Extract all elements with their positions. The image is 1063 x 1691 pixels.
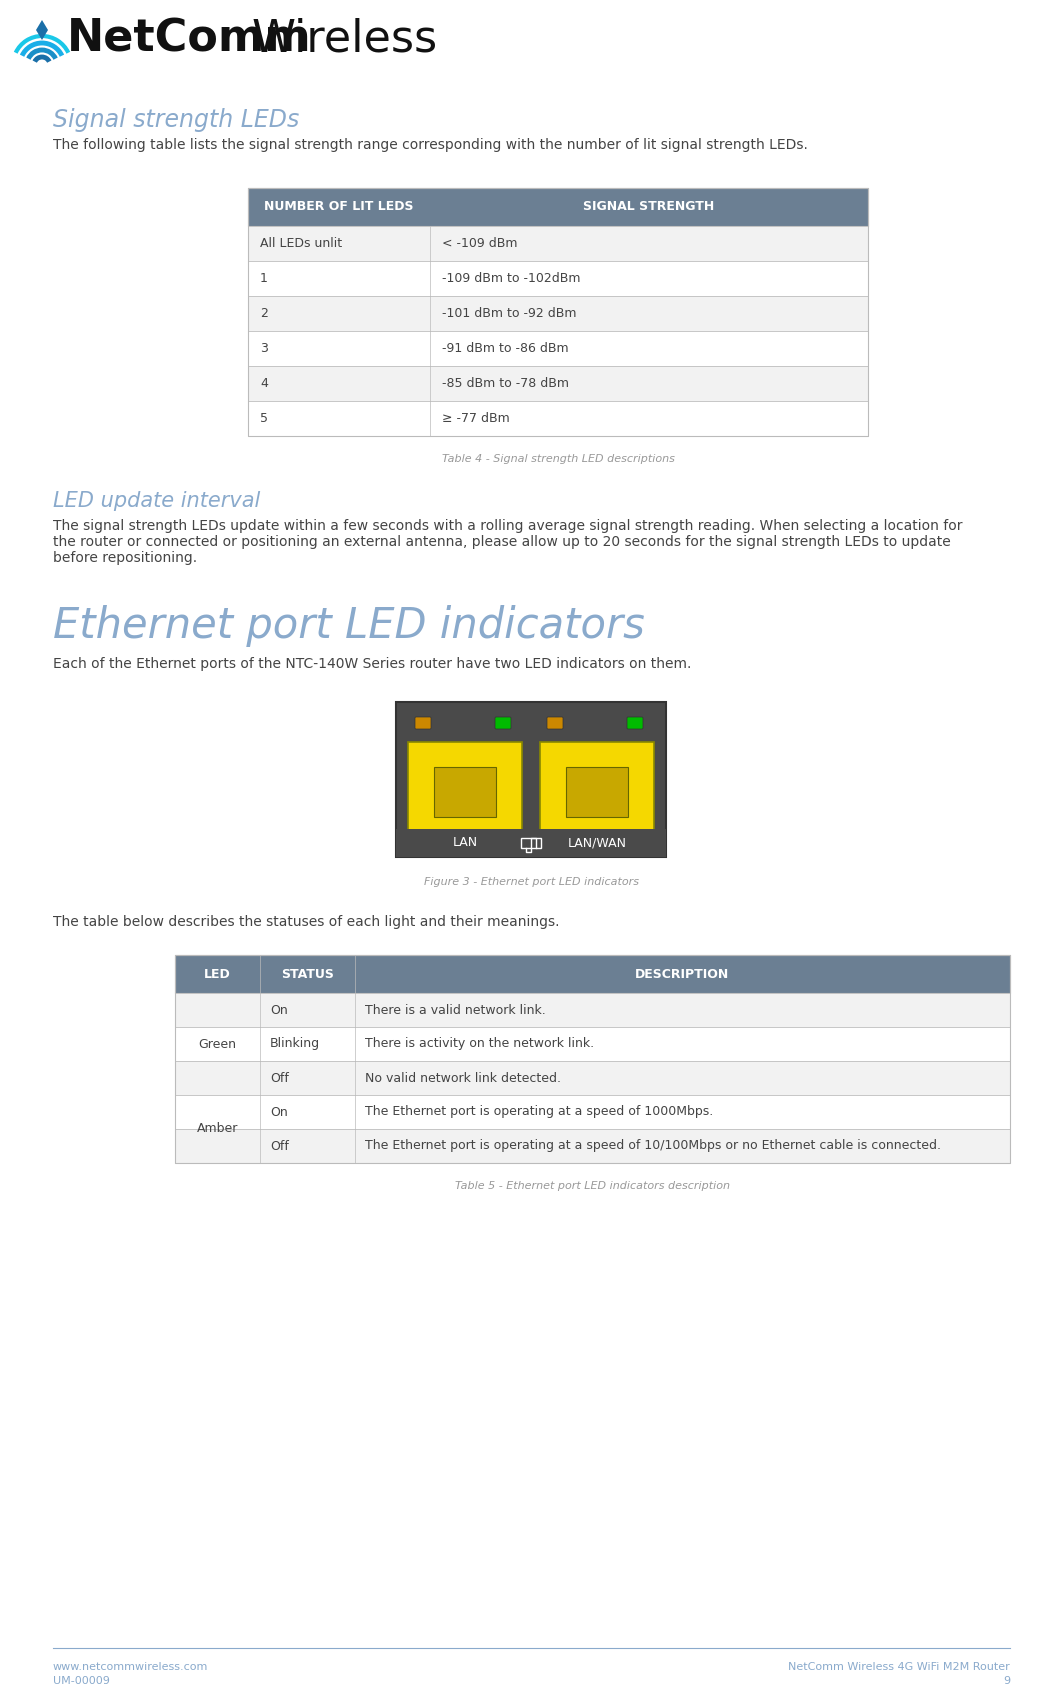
- Text: UM-00009: UM-00009: [53, 1676, 109, 1686]
- Text: SIGNAL STRENGTH: SIGNAL STRENGTH: [584, 201, 714, 213]
- Text: LED: LED: [204, 967, 231, 981]
- Polygon shape: [36, 20, 48, 41]
- Text: NUMBER OF LIT LEDS: NUMBER OF LIT LEDS: [265, 201, 414, 213]
- Text: There is a valid network link.: There is a valid network link.: [365, 1003, 545, 1016]
- Text: 2: 2: [260, 308, 268, 320]
- Text: 5: 5: [260, 413, 268, 424]
- FancyBboxPatch shape: [248, 365, 868, 401]
- Text: No valid network link detected.: No valid network link detected.: [365, 1072, 561, 1084]
- Text: Amber: Amber: [197, 1123, 238, 1135]
- Text: The signal strength LEDs update within a few seconds with a rolling average sign: The signal strength LEDs update within a…: [53, 519, 962, 533]
- FancyBboxPatch shape: [175, 993, 1010, 1026]
- FancyBboxPatch shape: [495, 717, 511, 729]
- Text: NetComm Wireless 4G WiFi M2M Router: NetComm Wireless 4G WiFi M2M Router: [789, 1662, 1010, 1672]
- Text: NetComm: NetComm: [67, 19, 311, 61]
- FancyBboxPatch shape: [248, 227, 868, 260]
- Text: -91 dBm to -86 dBm: -91 dBm to -86 dBm: [442, 342, 569, 355]
- Text: -101 dBm to -92 dBm: -101 dBm to -92 dBm: [442, 308, 576, 320]
- Text: the router or connected or positioning an external antenna, please allow up to 2: the router or connected or positioning a…: [53, 534, 950, 550]
- FancyBboxPatch shape: [396, 829, 667, 857]
- FancyBboxPatch shape: [248, 331, 868, 365]
- Text: Signal strength LEDs: Signal strength LEDs: [53, 108, 300, 132]
- Text: 9: 9: [1002, 1676, 1010, 1686]
- Text: www.netcommwireless.com: www.netcommwireless.com: [53, 1662, 208, 1672]
- Text: Table 4 - Signal strength LED descriptions: Table 4 - Signal strength LED descriptio…: [441, 453, 674, 463]
- FancyBboxPatch shape: [248, 188, 868, 227]
- Text: On: On: [270, 1106, 288, 1118]
- FancyBboxPatch shape: [415, 717, 431, 729]
- Text: LED update interval: LED update interval: [53, 490, 260, 511]
- Text: Each of the Ethernet ports of the NTC-140W Series router have two LED indicators: Each of the Ethernet ports of the NTC-14…: [53, 658, 691, 671]
- Text: Wireless: Wireless: [252, 19, 438, 61]
- FancyBboxPatch shape: [175, 1096, 1010, 1130]
- Text: Off: Off: [270, 1140, 289, 1153]
- FancyBboxPatch shape: [627, 717, 643, 729]
- FancyBboxPatch shape: [248, 296, 868, 331]
- FancyBboxPatch shape: [175, 1026, 1010, 1060]
- Text: Green: Green: [199, 1038, 236, 1050]
- Text: The following table lists the signal strength range corresponding with the numbe: The following table lists the signal str…: [53, 139, 808, 152]
- Text: 4: 4: [260, 377, 268, 391]
- Text: The Ethernet port is operating at a speed of 1000Mbps.: The Ethernet port is operating at a spee…: [365, 1106, 713, 1118]
- FancyBboxPatch shape: [248, 401, 868, 436]
- FancyBboxPatch shape: [566, 768, 628, 817]
- Text: -85 dBm to -78 dBm: -85 dBm to -78 dBm: [442, 377, 569, 391]
- Text: The Ethernet port is operating at a speed of 10/100Mbps or no Ethernet cable is : The Ethernet port is operating at a spee…: [365, 1140, 941, 1153]
- FancyBboxPatch shape: [175, 1060, 1010, 1096]
- Text: Ethernet port LED indicators: Ethernet port LED indicators: [53, 605, 645, 648]
- Text: Figure 3 - Ethernet port LED indicators: Figure 3 - Ethernet port LED indicators: [423, 878, 639, 888]
- Text: DESCRIPTION: DESCRIPTION: [636, 967, 729, 981]
- Text: All LEDs unlit: All LEDs unlit: [260, 237, 342, 250]
- FancyBboxPatch shape: [396, 702, 667, 857]
- Text: before repositioning.: before repositioning.: [53, 551, 197, 565]
- FancyBboxPatch shape: [175, 1130, 1010, 1163]
- Text: < -109 dBm: < -109 dBm: [442, 237, 518, 250]
- Text: ≥ -77 dBm: ≥ -77 dBm: [442, 413, 510, 424]
- FancyBboxPatch shape: [248, 260, 868, 296]
- Text: 1: 1: [260, 272, 268, 286]
- FancyBboxPatch shape: [175, 955, 1010, 993]
- Text: 3: 3: [260, 342, 268, 355]
- Text: STATUS: STATUS: [281, 967, 334, 981]
- Text: The table below describes the statuses of each light and their meanings.: The table below describes the statuses o…: [53, 915, 559, 928]
- Text: -109 dBm to -102dBm: -109 dBm to -102dBm: [442, 272, 580, 286]
- Text: On: On: [270, 1003, 288, 1016]
- Text: Off: Off: [270, 1072, 289, 1084]
- Text: LAN: LAN: [453, 837, 477, 849]
- FancyBboxPatch shape: [547, 717, 563, 729]
- Text: There is activity on the network link.: There is activity on the network link.: [365, 1038, 594, 1050]
- Text: Table 5 - Ethernet port LED indicators description: Table 5 - Ethernet port LED indicators d…: [455, 1180, 730, 1190]
- Text: LAN/WAN: LAN/WAN: [568, 837, 626, 849]
- FancyBboxPatch shape: [434, 768, 496, 817]
- FancyBboxPatch shape: [540, 742, 654, 832]
- FancyBboxPatch shape: [408, 742, 522, 832]
- Text: Blinking: Blinking: [270, 1038, 320, 1050]
